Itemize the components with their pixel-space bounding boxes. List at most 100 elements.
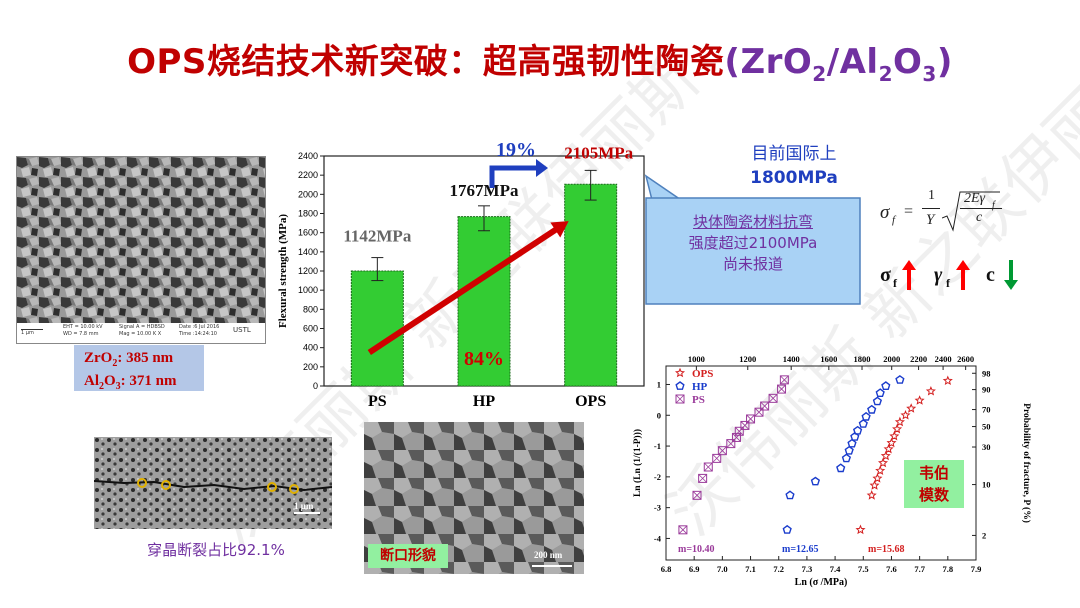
- bar-ps: [350, 270, 404, 387]
- hp-point: [895, 375, 905, 384]
- value-label: 1142MPa: [343, 227, 411, 246]
- x-tick-label: 7.0: [717, 564, 728, 574]
- ps-point-cross: [732, 433, 741, 442]
- ps-point-cross: [712, 454, 722, 463]
- increase-arrow: [367, 225, 561, 355]
- ps-point-cross: [675, 394, 685, 404]
- griffith-formula: σ f = 1 Y 2Eγ f c: [880, 188, 1060, 244]
- arrow-up-icon: [902, 260, 916, 290]
- legend-label: PS: [692, 394, 705, 406]
- y-tick-label: -2: [654, 472, 661, 482]
- ps-point-cross: [768, 394, 778, 403]
- right-axis-label: Probability of fracture, P (%): [1021, 403, 1032, 523]
- y-tick-label: 1800: [298, 209, 318, 219]
- hp-point: [675, 381, 685, 390]
- hp-point: [836, 463, 846, 473]
- value-label: 2105MPa: [564, 143, 633, 162]
- arrow-head-icon: [550, 221, 569, 238]
- ops-point: [869, 480, 880, 490]
- ps-point-cross: [678, 525, 688, 535]
- ops-point: [925, 386, 936, 396]
- hp-point: [852, 425, 863, 435]
- y-tick-label: -1: [654, 441, 661, 451]
- ps-point-cross: [760, 401, 769, 411]
- ps-point: [779, 375, 789, 385]
- x-tick-label: 6.9: [689, 564, 700, 574]
- ps-point: [760, 401, 770, 411]
- top-tick-label: 2400: [935, 354, 952, 364]
- transgranular-caption: 穿晶断裂占比92.1%: [147, 541, 285, 559]
- hp-point: [782, 524, 792, 534]
- ps-point: [698, 473, 708, 483]
- right-tick-label: 10: [982, 480, 991, 490]
- x-tick-label: 7.5: [858, 564, 869, 574]
- bar-ops: [564, 183, 618, 387]
- ops-point: [900, 410, 911, 420]
- y-tick-label: 600: [303, 324, 318, 334]
- hp-point: [872, 396, 883, 406]
- ops-point: [889, 430, 900, 441]
- y-tick-label: -3: [654, 503, 661, 513]
- x-tick-label: 7.2: [773, 564, 784, 574]
- callout-box: 块体陶瓷材料抗弯 强度超过2100MPa 尚未报道: [626, 162, 866, 310]
- ps-point: [746, 414, 756, 424]
- ps-point-cross: [777, 384, 786, 394]
- ps-point-cross: [703, 462, 713, 472]
- hp-point: [841, 453, 852, 463]
- ops-point: [894, 416, 905, 427]
- hp-point: [810, 476, 821, 486]
- modulus-label: m=12.65: [782, 544, 819, 555]
- series-ps: [678, 375, 789, 535]
- y-tick-label: 1: [657, 379, 661, 389]
- ps-point-cross: [780, 375, 789, 385]
- hp-point: [785, 490, 795, 500]
- scale-label: 1 μm: [21, 330, 34, 336]
- grain-size-caption: ZrO2: 385 nm Al2O3: 371 nm: [74, 345, 204, 392]
- y-tick-label: -4: [654, 533, 662, 543]
- right-tick-label: 50: [982, 422, 991, 432]
- value-label: 1767MPa: [450, 181, 519, 200]
- top-tick-label: 2600: [957, 354, 974, 364]
- y-tick-label: 1600: [298, 228, 318, 238]
- y-tick-label: 400: [303, 343, 318, 353]
- ps-point: [777, 384, 787, 394]
- page-title: OPS烧结技术新突破：超高强韧性陶瓷(ZrO2/Al2O3): [127, 42, 953, 86]
- ps-point: [678, 525, 688, 535]
- arrow-up-icon: [956, 260, 970, 290]
- increase-total-label: 84%: [464, 348, 504, 370]
- top-tick-label: 1800: [854, 354, 871, 364]
- y-tick-label: 1200: [298, 266, 318, 276]
- y-tick-label: 0: [657, 410, 661, 420]
- ops-point: [906, 403, 917, 413]
- ps-point: [768, 393, 778, 403]
- ps-point-cross: [746, 414, 755, 424]
- y-axis-label: Flexural strength (MPa): [277, 214, 289, 328]
- top-tick-label: 2000: [883, 354, 900, 364]
- y-tick-label: 2400: [298, 151, 318, 161]
- x-tick-label: 7.1: [745, 564, 756, 574]
- x-tick-label: 6.8: [661, 564, 672, 574]
- ops-point: [878, 457, 888, 468]
- legend-label: OPS: [692, 368, 713, 380]
- ps-point: [703, 462, 713, 472]
- hp-point: [881, 381, 891, 390]
- right-tick-label: 30: [982, 442, 991, 452]
- ops-point: [675, 367, 685, 378]
- ps-point: [675, 394, 685, 404]
- arrow-down-icon: [1004, 260, 1018, 290]
- ps-point: [754, 407, 764, 417]
- x-tick-label: OPS: [575, 393, 606, 410]
- hp-point: [844, 445, 854, 455]
- y-tick-label: 2200: [298, 170, 318, 180]
- legend-label: HP: [692, 381, 708, 393]
- brand-label: USTL: [233, 326, 251, 334]
- top-tick-label: 1600: [820, 354, 837, 364]
- ps-point: [726, 439, 736, 449]
- x-tick-label: 7.6: [886, 564, 897, 574]
- x-tick-label: 7.8: [943, 564, 954, 574]
- weibull-chart: 6.8 6.9 7.0 7.1 7.2 7.3 7.4 7.5 7.6 7.7 7.8 7.9 Ln (…: [632, 334, 1036, 588]
- right-tick-label: 2: [982, 530, 986, 540]
- ps-point-cross: [692, 491, 702, 500]
- x-tick-label: HP: [473, 393, 495, 410]
- right-tick-label: 98: [982, 368, 991, 378]
